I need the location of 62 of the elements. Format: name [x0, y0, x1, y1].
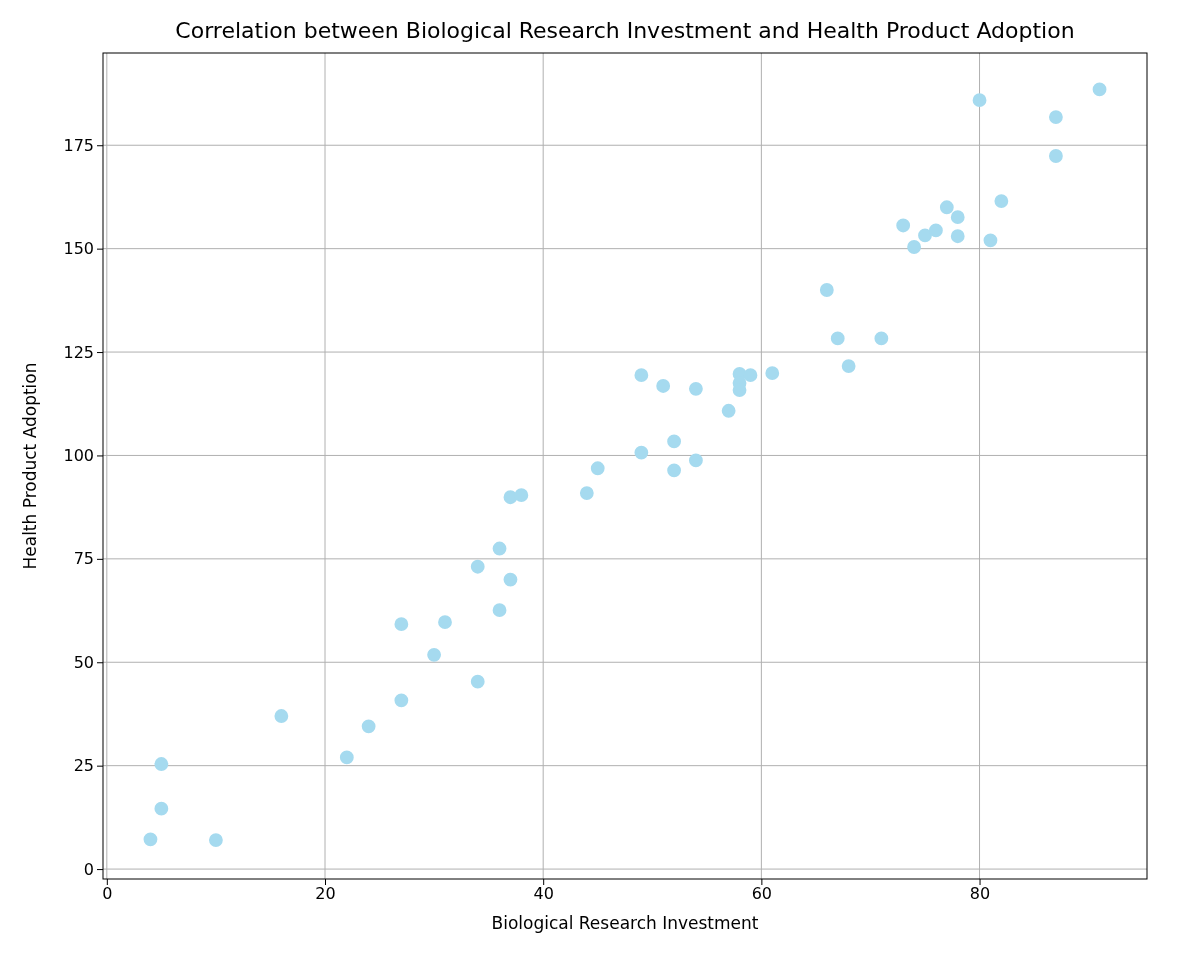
point: [721, 403, 736, 418]
point: [950, 229, 965, 244]
point: [743, 368, 758, 383]
point: [209, 833, 223, 848]
point: [438, 615, 452, 630]
point: [841, 359, 856, 374]
x-tick-label: 20: [315, 884, 336, 904]
point: [503, 572, 518, 587]
point: [918, 228, 932, 243]
x-tick-label: 60: [751, 884, 773, 904]
point: [492, 603, 507, 618]
point: [994, 194, 1009, 208]
point: [830, 331, 845, 346]
point: [492, 541, 507, 556]
point: [470, 559, 485, 574]
y-tick-label: 0: [83, 859, 94, 879]
point: [339, 750, 354, 765]
x-tick-label: 0: [102, 884, 113, 904]
point: [667, 434, 681, 449]
point: [819, 283, 834, 297]
y-tick-label: 100: [63, 446, 94, 466]
point: [1049, 149, 1063, 163]
point: [896, 218, 911, 233]
y-tick-label: 75: [73, 549, 94, 569]
point: [689, 381, 703, 396]
point: [579, 486, 594, 500]
point: [765, 366, 780, 381]
y-tick-label: 175: [63, 135, 94, 155]
point: [634, 368, 649, 383]
point: [667, 463, 681, 478]
point: [394, 693, 409, 708]
point: [514, 488, 529, 503]
point: [274, 709, 289, 723]
point: [874, 331, 889, 346]
point: [154, 801, 169, 816]
point: [590, 461, 605, 476]
point: [361, 719, 376, 734]
point: [983, 233, 998, 248]
point: [907, 240, 921, 254]
point: [972, 93, 987, 108]
y-tick-label: 50: [73, 652, 94, 672]
point: [950, 210, 965, 225]
point: [689, 453, 703, 468]
x-tick-label: 40: [533, 884, 554, 904]
y-tick-label: 25: [73, 756, 94, 776]
point: [634, 445, 649, 460]
chart-title: Correlation between Biological Research Investment and Health Product Adoption: [175, 18, 1075, 43]
point: [1049, 110, 1063, 125]
point: [470, 674, 485, 689]
point: [939, 200, 954, 215]
y-tick-label: 150: [63, 239, 94, 259]
point: [394, 617, 409, 632]
point: [143, 832, 158, 847]
y-axis-title: Health Product Adoption: [20, 362, 40, 570]
x-tick-label: 80: [969, 884, 991, 904]
point: [1092, 82, 1107, 97]
point: [929, 223, 943, 238]
y-tick-label: 125: [63, 342, 94, 362]
point: [656, 379, 671, 393]
x-axis-title: Biological Research Investment: [491, 913, 759, 933]
point: [154, 757, 169, 771]
point: [427, 647, 441, 662]
